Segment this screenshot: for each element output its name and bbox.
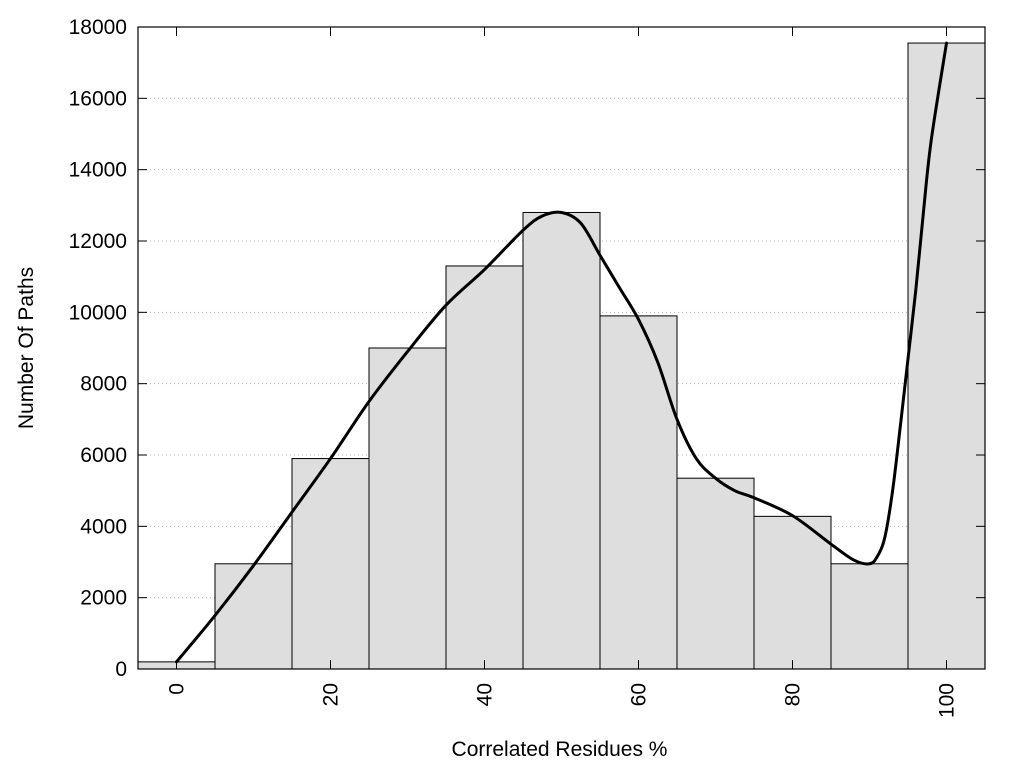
x-axis-title: Correlated Residues % xyxy=(452,738,668,761)
histogram-bar xyxy=(522,211,601,670)
plot-area-frame xyxy=(137,26,986,670)
x-tick-label: 100 xyxy=(936,683,959,718)
histogram-bar xyxy=(599,315,678,670)
y-tick-label: 2000 xyxy=(80,587,127,610)
x-tick-label: 0 xyxy=(166,683,189,695)
bars xyxy=(137,42,986,670)
y-tick-label: 0 xyxy=(115,658,127,681)
y-tick-label: 14000 xyxy=(69,159,127,182)
histogram-bar xyxy=(368,347,447,670)
y-tick-label: 18000 xyxy=(69,16,127,39)
histogram-bar xyxy=(830,563,909,670)
x-tick-label: 40 xyxy=(474,683,497,706)
histogram-bar xyxy=(291,458,370,670)
trend-curve xyxy=(175,41,948,664)
y-tick-label: 8000 xyxy=(80,373,127,396)
histogram-bar xyxy=(214,563,293,670)
x-tick-label: 20 xyxy=(320,683,343,706)
histogram-bar xyxy=(907,42,986,670)
x-tick-label: 80 xyxy=(782,683,805,706)
y-tick-label: 12000 xyxy=(69,230,127,253)
histogram-bar xyxy=(676,477,755,670)
y-tick-label: 10000 xyxy=(69,301,127,324)
y-tick-label: 6000 xyxy=(80,444,127,467)
x-axis-ticks: 0 20 40 60 80 100 xyxy=(166,27,959,718)
x-tick-label: 60 xyxy=(628,683,651,706)
y-tick-label: 4000 xyxy=(80,515,127,538)
histogram-bar xyxy=(445,265,524,670)
y-tick-label: 16000 xyxy=(69,87,127,110)
y-axis-ticks: 0 2000 4000 6000 8000 10000 12000 14000 16000 180… xyxy=(69,16,985,681)
y-axis-title: Number Of Paths xyxy=(15,267,38,429)
trend-line xyxy=(175,41,948,664)
histogram-bar xyxy=(753,515,832,670)
